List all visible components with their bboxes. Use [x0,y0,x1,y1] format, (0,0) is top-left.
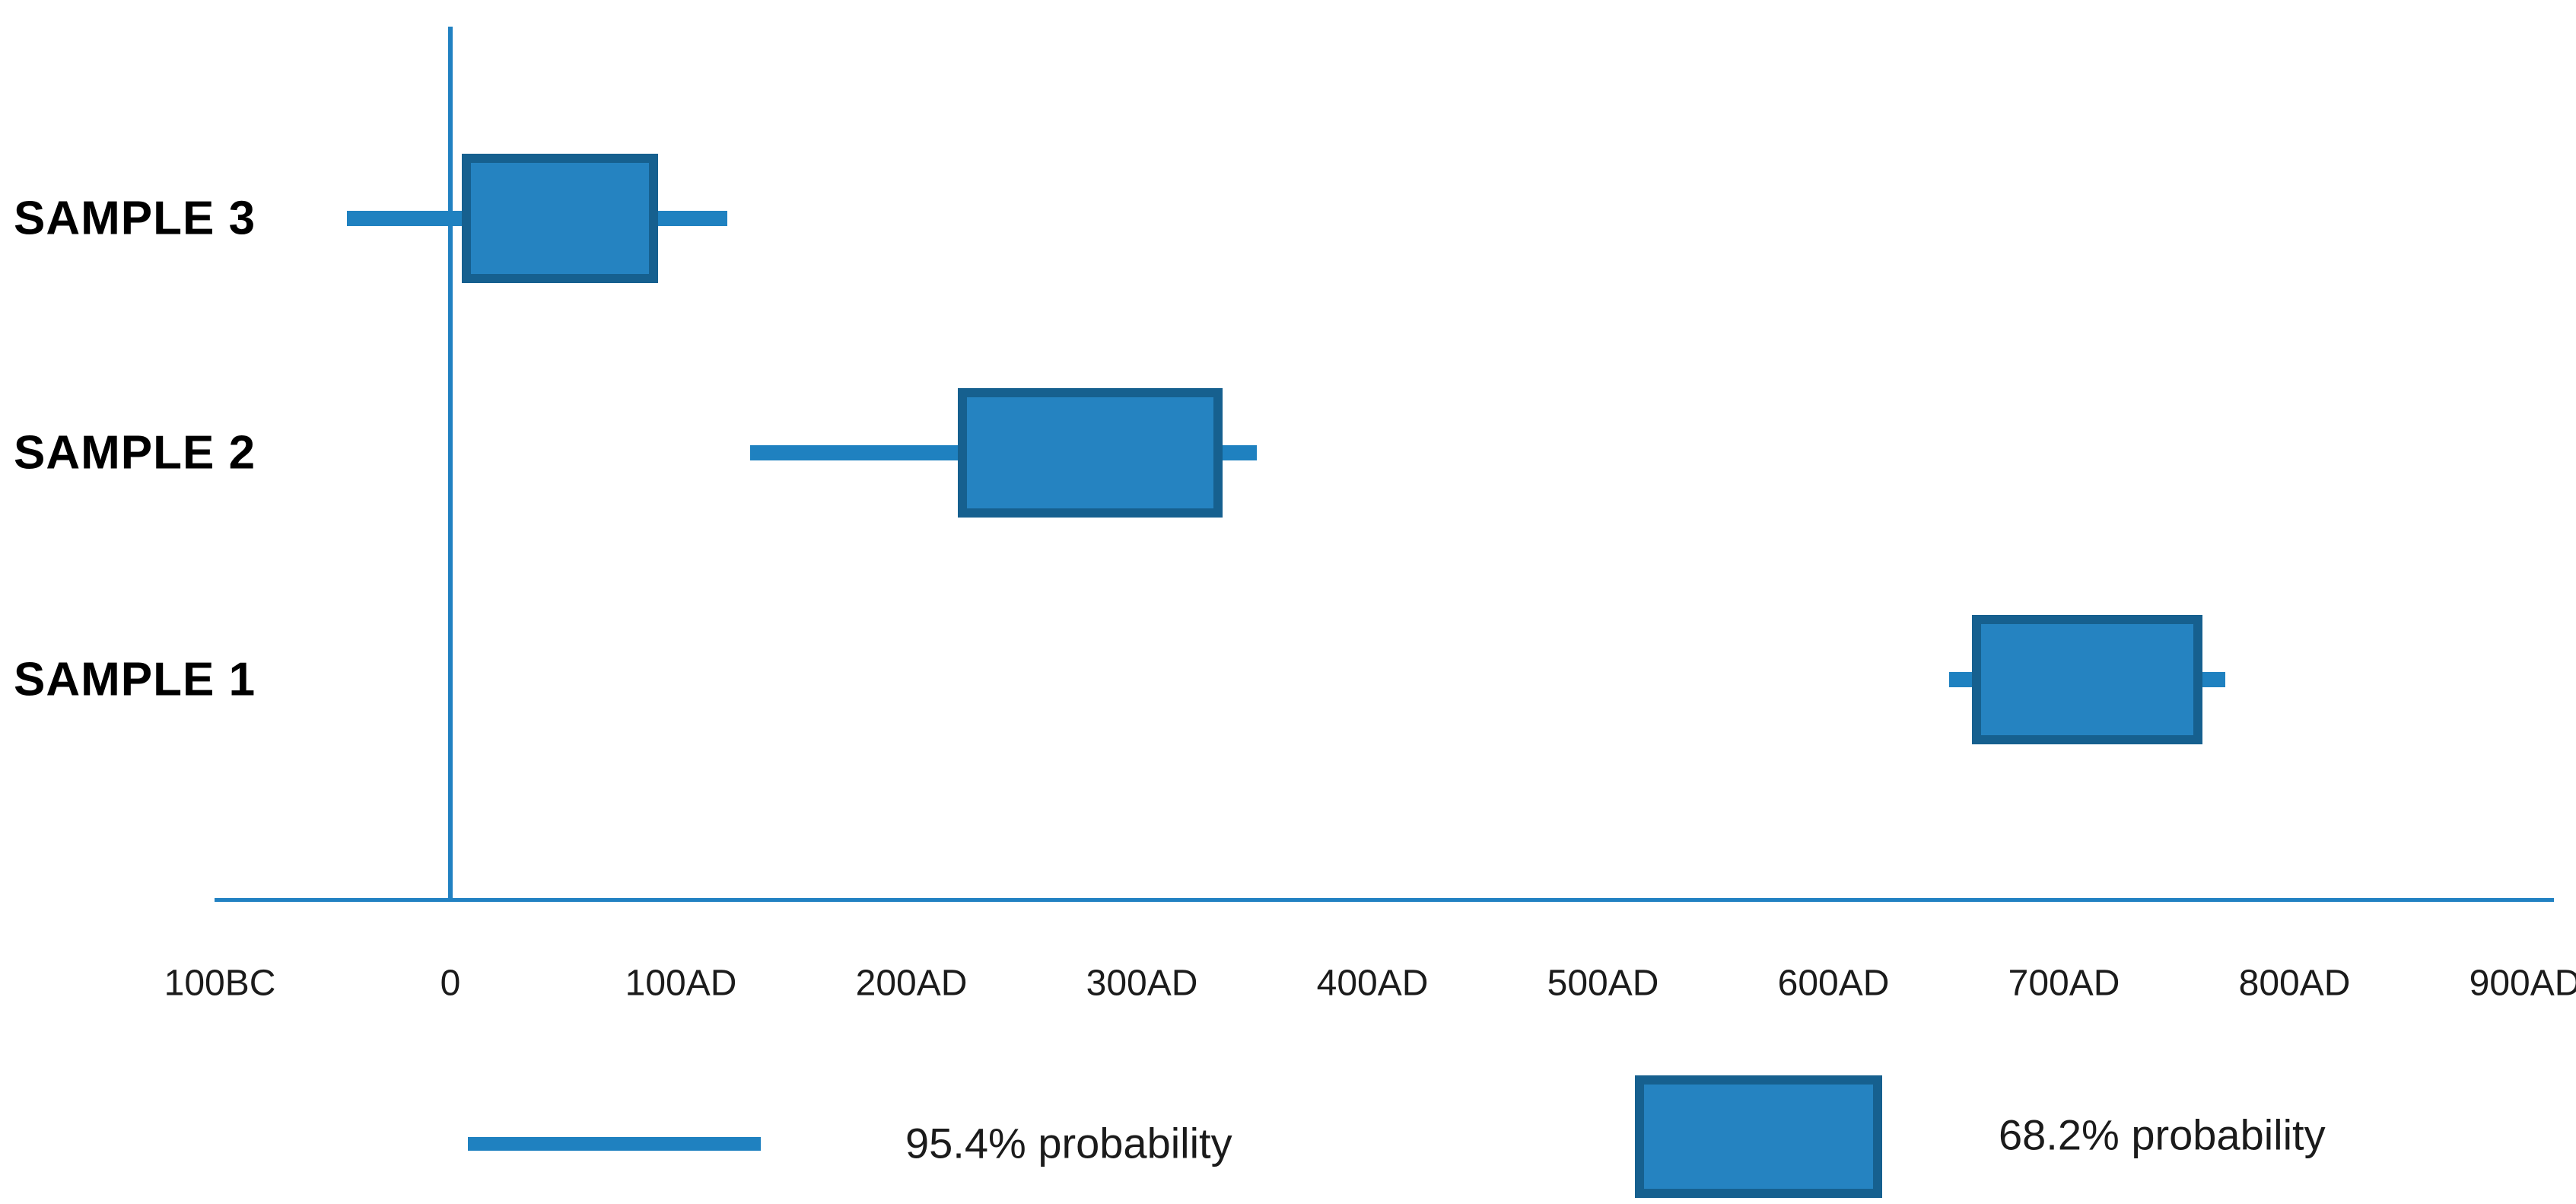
zero-year-gridline [448,27,453,901]
sample-label: SAMPLE 2 [14,426,256,479]
x-tick-label: 100AD [625,963,737,1004]
x-tick-label: 400AD [1316,963,1429,1004]
x-tick-label: 600AD [1777,963,1890,1004]
x-tick-label: 100BC [164,963,276,1004]
range-68-box [462,154,658,283]
x-tick-label: 300AD [1086,963,1198,1004]
sample-label: SAMPLE 3 [14,192,256,245]
range-68-box [1971,615,2202,744]
x-tick-label: 800AD [2238,963,2351,1004]
legend-label-95: 95.4% probability [905,1119,1232,1167]
x-axis-line [215,898,2554,902]
legend-label-68: 68.2% probability [1999,1110,2326,1159]
range-68-box [957,388,1223,518]
x-tick-label: 500AD [1547,963,1659,1004]
legend-box-swatch-68 [1635,1075,1882,1198]
x-tick-label: 200AD [855,963,968,1004]
x-tick-label: 900AD [2469,963,2576,1004]
legend-line-swatch-95 [468,1137,761,1151]
x-tick-label: 700AD [2008,963,2120,1004]
sample-label: SAMPLE 1 [14,653,256,706]
x-tick-label: 0 [440,963,461,1004]
